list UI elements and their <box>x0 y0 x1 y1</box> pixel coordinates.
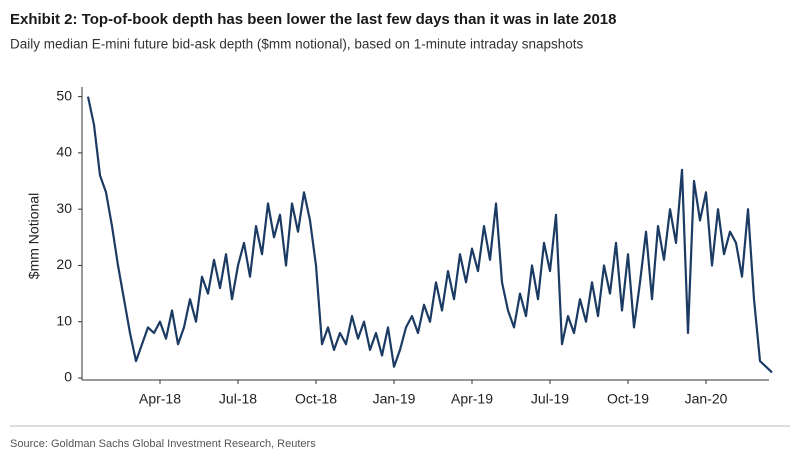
data-line <box>86 96 773 374</box>
source-note: Source: Goldman Sachs Global Investment … <box>10 438 316 450</box>
chart-subtitle: Daily median E-mini future bid-ask depth… <box>10 37 584 52</box>
x-tick-label: Apr-19 <box>451 391 493 407</box>
x-tick-label: Jul-19 <box>531 391 569 407</box>
y-tick-label: 50 <box>56 87 72 103</box>
y-tick-label: 40 <box>56 144 72 160</box>
x-tick-label: Oct-18 <box>295 391 337 407</box>
y-tick-label: 0 <box>64 369 72 385</box>
x-tick-label: Apr-18 <box>139 391 181 407</box>
chart-title: Exhibit 2: Top-of-book depth has been lo… <box>10 11 617 28</box>
x-tick-label: Jul-18 <box>219 391 257 407</box>
x-tick-label: Jan-19 <box>373 391 416 407</box>
y-tick-label: 20 <box>56 256 72 272</box>
x-tick-label: Jan-20 <box>685 391 728 407</box>
x-tick-label: Oct-19 <box>607 391 649 407</box>
y-tick-label: 10 <box>56 312 72 328</box>
y-tick-label: 30 <box>56 200 72 216</box>
y-axis-label: $mm Notional <box>26 193 42 279</box>
